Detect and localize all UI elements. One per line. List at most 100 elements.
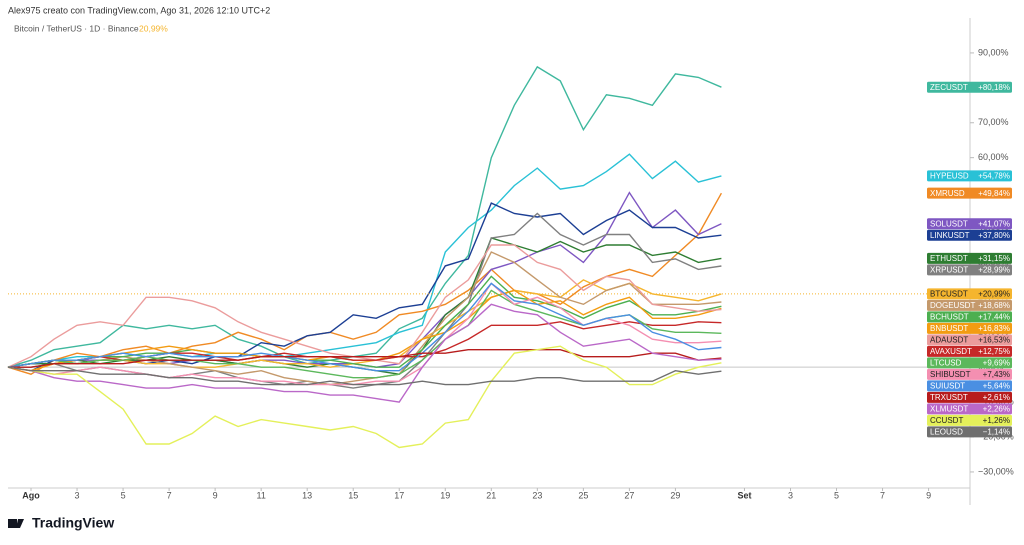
series-tag [927,81,1012,93]
x-tick-label: 9 [213,490,218,500]
legend-name: AVAXUSDT [930,347,972,356]
value-label: +2,26% [983,404,1010,413]
series-tag [927,322,1012,334]
x-tick-label: 17 [394,490,404,500]
value-label: +28,99% [978,266,1010,275]
value-label: +54,78% [978,172,1010,181]
y-tick-label: 60,00% [978,152,1009,162]
series-tag [927,345,1012,357]
legend-name: LINKUSDT [930,231,970,240]
symbol-change: 20,99% [139,23,168,33]
x-tick-label: 21 [486,490,496,500]
value-label: +17,44% [978,312,1010,321]
series-tag [927,252,1012,264]
legend-name: ETHUSDT [930,254,968,263]
series-tag [927,357,1012,369]
series-tag [927,311,1012,323]
series-tag [927,288,1012,300]
legend-name: ADAUSDT [930,335,968,344]
legend-name: BNBUSDT [930,324,968,333]
x-tick-label: 23 [532,490,542,500]
legend-name: XLMUSDT [930,404,968,413]
y-tick-label: 90,00% [978,47,1009,57]
legend-name: BCHUSDT [930,312,969,321]
series-line [7,244,722,368]
value-label: +7,43% [983,370,1010,379]
x-tick-label: Ago [22,490,40,500]
value-label: +5,64% [983,381,1010,390]
value-label: +9,69% [983,358,1010,367]
x-tick-label: 7 [880,490,885,500]
x-tick-label: 3 [75,490,80,500]
legend-name: DOGEUSDT [930,301,975,310]
x-tick-label: 27 [624,490,634,500]
y-tick-label: −30,00% [978,466,1014,476]
x-tick-label: 3 [788,490,793,500]
series-line [7,251,722,386]
legend-name: SOLUSDT [930,219,968,228]
header: Alex975 creato con TradingView.com, Ago … [8,5,270,15]
legend-name: XRPUSDT [930,266,968,275]
x-tick-label: 5 [121,490,126,500]
value-label: +41,07% [978,219,1010,228]
value-label: +16,83% [978,324,1010,333]
series-line [7,289,722,379]
value-label: +37,80% [978,231,1010,240]
series-line [7,65,722,368]
value-label: +20,99% [978,289,1010,298]
series-tag [927,264,1012,276]
legend-name: CCUSDT [930,416,963,425]
series-line [7,345,722,449]
series-line [8,349,722,368]
series-tag [927,218,1012,230]
x-tick-label: 15 [348,490,358,500]
series-line [7,279,722,372]
value-label: +2,61% [983,393,1010,402]
series-tag [927,334,1012,346]
value-label: +31,15% [978,254,1010,263]
value-label: +80,18% [978,83,1010,92]
x-tick-label: Set [737,490,751,500]
x-tick-label: 19 [440,490,450,500]
x-tick-label: 29 [670,490,680,500]
value-label: +49,84% [978,189,1010,198]
series-tag [927,380,1012,392]
series-tag [927,229,1012,241]
legend-name: SUIUSDT [930,381,965,390]
x-tick-label: 11 [256,490,265,500]
brand-logo [8,519,24,528]
x-tick-label: 7 [167,490,172,500]
series-tag [927,414,1012,426]
series-tag [927,403,1012,415]
series-tag [927,187,1012,199]
series-tag [927,299,1012,311]
series-tag [927,391,1012,403]
series-line [7,303,722,403]
x-tick-label: 25 [578,490,588,500]
series-tag [927,368,1012,380]
legend-name: BTCUSDT [930,289,968,298]
x-tick-label: 9 [926,490,931,500]
legend-name: SHIBUSDT [930,370,971,379]
x-tick-label: 5 [834,490,839,500]
value-label: +18,68% [978,301,1010,310]
value-label: +16,53% [978,335,1010,344]
value-label: +12,75% [978,347,1010,356]
series-line [7,275,722,368]
value-label: −1,14% [983,427,1010,436]
legend-name: TRXUSDT [930,393,968,402]
legend-name: HYPEUSD [930,172,969,181]
legend-name: ZECUSDT [930,83,968,92]
brand: TradingView [32,515,114,531]
x-tick-label: 13 [302,490,312,500]
y-tick-label: 70,00% [978,117,1009,127]
symbol: Bitcoin / TetherUS · 1D · Binance [14,23,139,33]
series-line [7,366,722,386]
series-line [7,202,722,372]
legend-name: LTCUSD [930,358,962,367]
legend-name: LEOUSD [930,427,963,436]
series-tag [927,426,1012,438]
series-line [7,282,722,372]
value-label: +1,26% [983,416,1010,425]
